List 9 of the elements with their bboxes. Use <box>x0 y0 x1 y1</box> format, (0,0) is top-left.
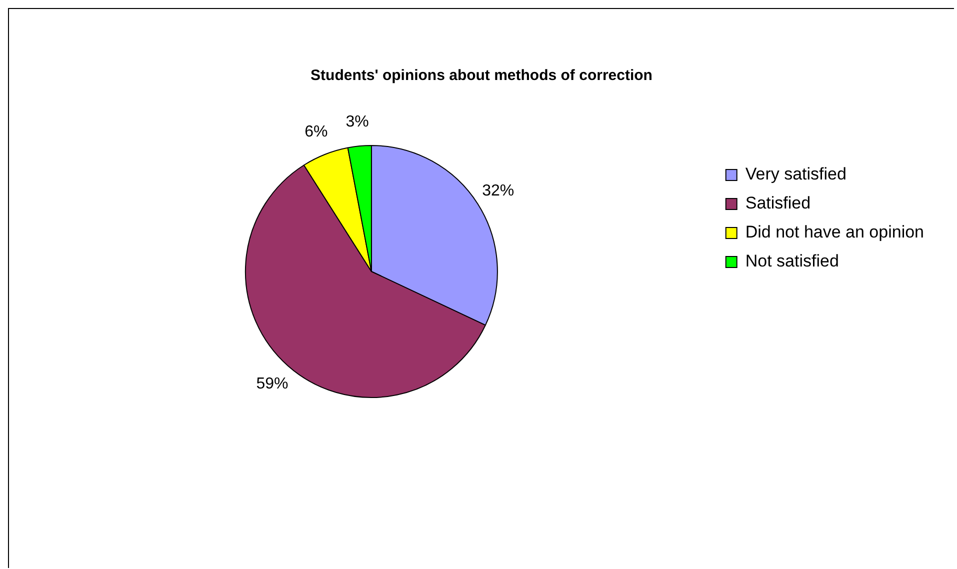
legend-label: Very satisfied <box>745 164 846 184</box>
data-label: 32% <box>482 182 514 200</box>
legend-label: Not satisfied <box>745 252 839 271</box>
legend-label: Did not have an opinion <box>745 222 924 242</box>
legend-label: Satisfied <box>745 194 811 213</box>
data-label: 59% <box>256 375 288 392</box>
chart-title: Students' opinions about methods of correction <box>310 67 652 84</box>
data-label: 3% <box>346 114 369 131</box>
data-label: 6% <box>304 123 328 140</box>
